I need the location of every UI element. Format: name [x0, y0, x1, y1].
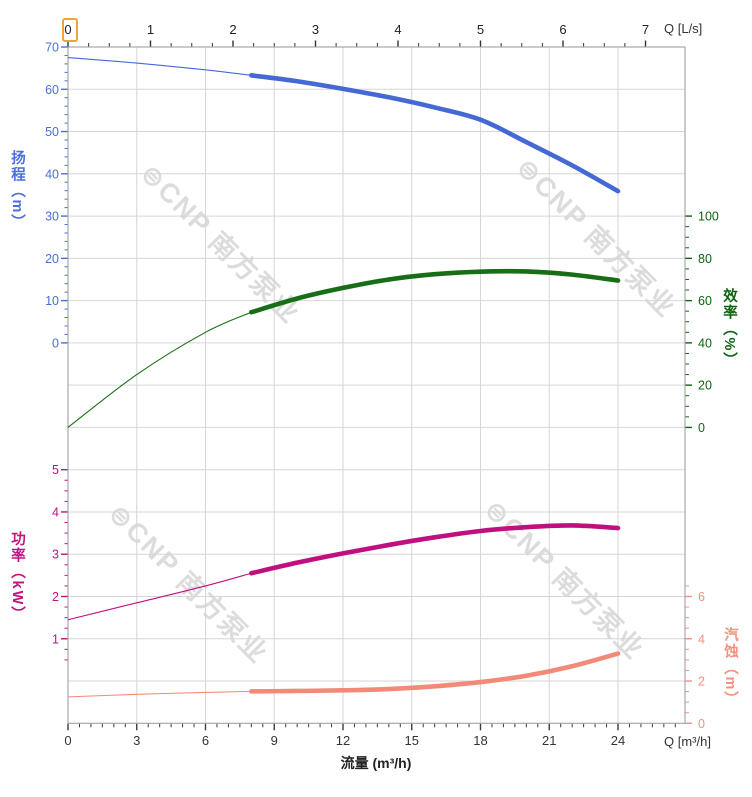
bottom-axis-tick-label: 0 — [64, 733, 71, 748]
head-axis-tick-label: 50 — [45, 125, 59, 139]
curve-head-rated — [249, 73, 621, 194]
top-axis-tick-label: 7 — [642, 22, 649, 37]
curve-npsh-thin — [67, 690, 252, 698]
power-axis-tick-label: 1 — [52, 632, 59, 646]
top-axis-tick-label: 5 — [477, 22, 484, 37]
curve-npsh-rated — [249, 651, 621, 694]
efficiency-axis-title: 效率（%） — [721, 288, 737, 369]
top-axis-tick-label: 4 — [394, 22, 401, 37]
top-axis-tick-label: 1 — [147, 22, 154, 37]
efficiency-axis-tick-label: 80 — [698, 252, 712, 266]
bottom-axis-tick-label: 12 — [336, 733, 350, 748]
top-axis-unit-label: Q [L/s] — [664, 21, 703, 36]
head-axis-tick-label: 60 — [45, 83, 59, 97]
top-axis-tick-label: 0 — [64, 22, 71, 37]
head-axis-tick-label: 10 — [45, 294, 59, 308]
head-axis-tick-label: 70 — [45, 41, 59, 55]
curve-efficiency-rated — [249, 268, 621, 315]
head-axis-tick-label: 20 — [45, 252, 59, 266]
power-axis-tick-label: 3 — [52, 548, 59, 562]
curve-power-rated — [249, 523, 621, 576]
curve-efficiency-thin — [67, 311, 252, 428]
efficiency-axis-tick-label: 60 — [698, 294, 712, 308]
npsh-axis-tick-label: 2 — [698, 675, 705, 689]
top-axis-tick-label: 2 — [229, 22, 236, 37]
top-axis-tick-label: 6 — [559, 22, 566, 37]
power-axis-title: 功率（kW） — [9, 531, 25, 623]
npsh-axis-tick-label: 4 — [698, 632, 705, 646]
bottom-axis-tick-label: 6 — [202, 733, 209, 748]
bottom-axis-tick-label: 18 — [473, 733, 487, 748]
efficiency-axis-tick-label: 40 — [698, 336, 712, 350]
focused-tick-highlight — [62, 18, 78, 42]
power-axis-tick-label: 2 — [52, 590, 59, 604]
npsh-axis-tick-label: 0 — [698, 717, 705, 731]
efficiency-axis-tick-label: 0 — [698, 421, 705, 435]
npsh-axis-title: 汽蚀（m） — [722, 627, 738, 708]
power-axis-tick-label: 5 — [52, 463, 59, 477]
bottom-axis-unit-label: Q [m³/h] — [664, 734, 711, 749]
curve-head-thin — [67, 57, 252, 76]
head-axis-title: 扬程（m） — [9, 150, 25, 231]
bottom-axis-tick-label: 3 — [133, 733, 140, 748]
head-axis-tick-label: 30 — [45, 210, 59, 224]
head-axis-tick-label: 0 — [52, 336, 59, 350]
bottom-axis-tick-label: 9 — [271, 733, 278, 748]
bottom-axis-tick-label: 15 — [405, 733, 419, 748]
efficiency-axis-tick-label: 100 — [698, 210, 719, 224]
npsh-axis-tick-label: 6 — [698, 590, 705, 604]
plot-border — [67, 46, 686, 724]
power-axis-tick-label: 4 — [52, 505, 59, 519]
head-axis-tick-label: 40 — [45, 167, 59, 181]
efficiency-axis-tick-label: 20 — [698, 379, 712, 393]
bottom-axis-tick-label: 21 — [542, 733, 556, 748]
bottom-axis-tick-label: 24 — [611, 733, 625, 748]
flow-axis-title: 流量 (m³/h) — [340, 755, 412, 771]
top-axis-tick-label: 3 — [312, 22, 319, 37]
curve-power-thin — [67, 572, 252, 621]
